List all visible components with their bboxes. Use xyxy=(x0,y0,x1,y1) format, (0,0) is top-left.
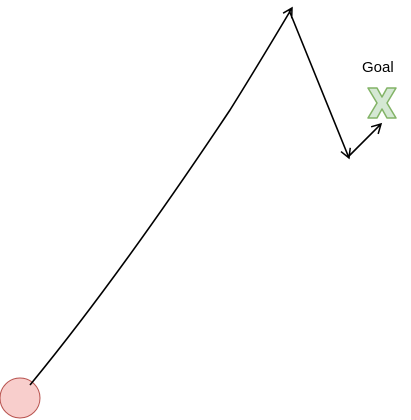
path-segment-3 xyxy=(348,122,383,157)
goal-label: Goal xyxy=(362,59,394,76)
path-segment-1 xyxy=(29,6,293,386)
start-marker xyxy=(0,377,41,419)
goal-marker-icon xyxy=(367,87,397,119)
path-segment-2 xyxy=(288,9,351,160)
